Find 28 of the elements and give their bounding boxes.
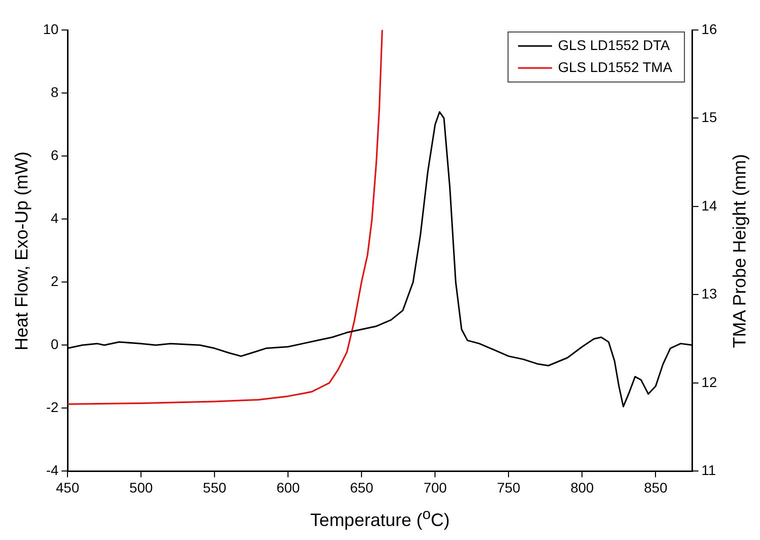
x-tick-label: 650 bbox=[350, 479, 374, 496]
x-axis-title: Temperature ($^{o}$C) bbox=[310, 506, 450, 531]
y-tick-label: 8 bbox=[50, 84, 59, 100]
y2-axis-title: TMA Probe Height (mm) bbox=[730, 154, 750, 348]
x-tick-label: 700 bbox=[423, 479, 448, 496]
x-tick-label: 750 bbox=[496, 479, 521, 496]
y-tick-label: -2 bbox=[46, 399, 59, 416]
y2-tick-label: 13 bbox=[701, 286, 718, 302]
x-tick-label: 600 bbox=[276, 479, 300, 496]
y-tick-label: 4 bbox=[50, 210, 59, 226]
legend-label: GLS LD1552 TMA bbox=[558, 58, 673, 75]
y-tick-label: 6 bbox=[50, 146, 59, 163]
x-tick-label: 850 bbox=[644, 479, 668, 496]
y-tick-label: 0 bbox=[50, 336, 59, 352]
x-tick-label: 550 bbox=[202, 479, 226, 496]
x-tick-label: 800 bbox=[570, 479, 594, 496]
y-tick-label: 10 bbox=[42, 20, 59, 37]
legend-label: GLS LD1552 DTA bbox=[558, 36, 670, 53]
x-tick-label: 500 bbox=[129, 479, 153, 496]
x-tick-label: 450 bbox=[56, 479, 80, 496]
y-tick-label: 2 bbox=[50, 272, 59, 289]
y-tick-label: -4 bbox=[46, 462, 59, 478]
y2-tick-label: 12 bbox=[701, 374, 718, 390]
y2-tick-label: 11 bbox=[701, 462, 716, 478]
y2-tick-label: 15 bbox=[701, 109, 718, 126]
y2-tick-label: 16 bbox=[701, 20, 718, 37]
y-axis-title: Heat Flow, Exo-Up (mW) bbox=[12, 151, 32, 350]
y2-tick-label: 14 bbox=[701, 197, 718, 214]
